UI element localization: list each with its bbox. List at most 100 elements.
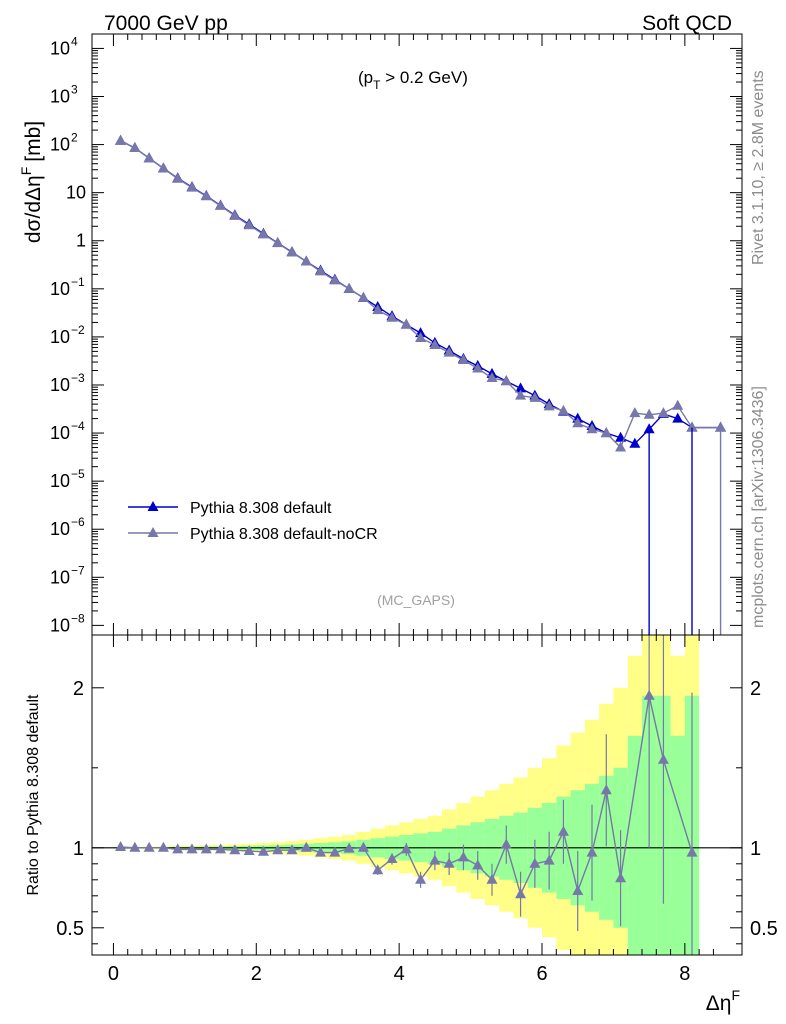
header-left: 7000 GeV pp <box>104 12 228 35</box>
ratio-series-marker <box>157 841 169 852</box>
main-y-tick-label-sup: 3 <box>71 83 78 97</box>
annotation-pt: (pT > 0.2 GeV) <box>358 68 468 92</box>
main-y-label-text: dσ/dΔη <box>22 175 45 243</box>
main-series-marker-2 <box>372 304 384 315</box>
main-series-marker-2 <box>515 389 527 400</box>
annotation-pt-rest: > 0.2 GeV) <box>380 68 467 87</box>
ratio-y-tick-label-right: 2 <box>750 678 761 700</box>
x-tick-label: 8 <box>679 963 690 985</box>
ratio-y-tick-label: 2 <box>73 678 84 700</box>
x-axis-label: ΔηF <box>706 987 740 1015</box>
legend-marker-1 <box>147 501 159 511</box>
main-series-marker-2 <box>457 354 469 365</box>
main-series-marker-2 <box>415 331 427 342</box>
main-series-marker-2 <box>257 228 269 239</box>
x-label-sup: F <box>731 987 740 1003</box>
ratio-series-marker <box>386 853 398 863</box>
main-y-tick-label-sup: 2 <box>71 131 78 145</box>
main-series-marker-2 <box>615 441 627 452</box>
x-tick-label: 2 <box>251 963 262 985</box>
main-series-marker-2 <box>286 246 298 257</box>
main-series-marker-2 <box>586 423 598 434</box>
main-series-marker-2 <box>429 338 441 349</box>
ratio-bands <box>92 635 742 955</box>
main-series-marker-2 <box>715 421 727 432</box>
ratio-series-marker <box>472 859 484 870</box>
main-y-tick-label-sup: −4 <box>71 419 85 433</box>
ratio-series-marker <box>229 844 241 855</box>
ratio-y-tick-label: 0.5 <box>56 918 84 940</box>
ratio-series-marker <box>186 843 198 854</box>
main-series-marker-2 <box>529 391 541 402</box>
main-y-tick-label-sup: −5 <box>71 467 85 481</box>
x-tick-label: 6 <box>536 963 547 985</box>
main-y-tick-label-sup: 4 <box>71 34 78 48</box>
ratio-inner-band <box>670 735 685 955</box>
ratio-inner-band <box>627 735 642 955</box>
main-series-marker-2 <box>157 162 169 173</box>
main-series-marker-2 <box>686 421 698 432</box>
ratio-series-marker <box>543 854 555 865</box>
main-series-marker-2 <box>186 181 198 192</box>
main-y-tick-label: 10 <box>50 135 70 155</box>
ratio-y-tick-label-right: 0.5 <box>750 918 778 940</box>
main-y-label-unit: [mb] <box>22 121 45 162</box>
main-y-tick-label: 10 <box>50 615 70 635</box>
main-series-marker-2 <box>172 172 184 183</box>
ratio-series-marker <box>329 846 341 857</box>
ratio-series-marker <box>343 842 355 853</box>
main-y-tick-label-sup: −8 <box>71 611 85 625</box>
main-y-tick-label-sup: −2 <box>71 323 85 337</box>
main-series-marker-2 <box>600 427 612 438</box>
main-y-tick-label-sup: −6 <box>71 515 85 529</box>
ratio-series-marker <box>200 843 212 854</box>
ratio-series-marker <box>257 845 269 856</box>
main-y-tick-label-sup: −7 <box>71 563 85 577</box>
main-y-tick-label: 10 <box>50 87 70 107</box>
main-series-marker-2 <box>543 400 555 411</box>
ratio-series-marker <box>443 857 455 868</box>
main-series-marker-2 <box>343 282 355 293</box>
main-y-tick-label-sup: −3 <box>71 371 85 385</box>
main-series-marker-2 <box>400 318 412 329</box>
ratio-series-marker <box>215 843 227 854</box>
ratio-series-marker <box>515 888 527 899</box>
main-series-marker-2 <box>357 291 369 302</box>
watermark: (MC_GAPS) <box>377 592 455 608</box>
ratio-series-marker <box>243 845 255 855</box>
header-right: Soft QCD <box>642 12 732 35</box>
ratio-series-marker <box>643 689 655 700</box>
ratio-series-marker <box>115 841 127 851</box>
main-series-marker-2 <box>315 265 327 276</box>
ratio-series-marker <box>657 753 669 764</box>
main-series-marker-2 <box>443 346 455 357</box>
side-label-mcplots: mcplots.cern.ch [arXiv:1306.3436] <box>750 386 767 628</box>
ratio-series-marker <box>429 854 441 865</box>
main-series-line-2 <box>120 139 721 449</box>
ratio-series-marker <box>557 825 569 836</box>
annotation-pt-text: (p <box>358 68 373 87</box>
ratio-y-axis-label: Ratio to Pythia 8.308 default <box>25 694 42 896</box>
ratio-series-marker <box>143 841 155 852</box>
ratio-y-tick-label-right: 1 <box>750 838 761 860</box>
main-series-marker-2 <box>115 134 127 145</box>
main-y-tick-label: 10 <box>50 327 70 347</box>
main-series-marker-2 <box>386 311 398 322</box>
ratio-series-marker <box>415 873 427 884</box>
main-series-marker-2 <box>129 141 141 152</box>
main-series-marker-2 <box>500 375 512 386</box>
ratio-series-marker <box>486 873 498 884</box>
ratio-series-marker <box>129 841 141 852</box>
main-series-line-1 <box>120 140 721 445</box>
ratio-series-marker <box>500 838 512 849</box>
x-tick-label: 0 <box>108 963 119 985</box>
main-y-tick-label: 1 <box>76 231 86 251</box>
ratio-series-marker <box>586 846 598 857</box>
main-series-marker-2 <box>143 152 155 163</box>
main-series-marker-2 <box>329 274 341 285</box>
main-series-marker-2 <box>243 219 255 230</box>
main-series-marker-2 <box>672 399 684 410</box>
main-series-marker-2 <box>472 362 484 373</box>
main-y-axis-label: dσ/dΔηF [mb] <box>18 121 45 243</box>
